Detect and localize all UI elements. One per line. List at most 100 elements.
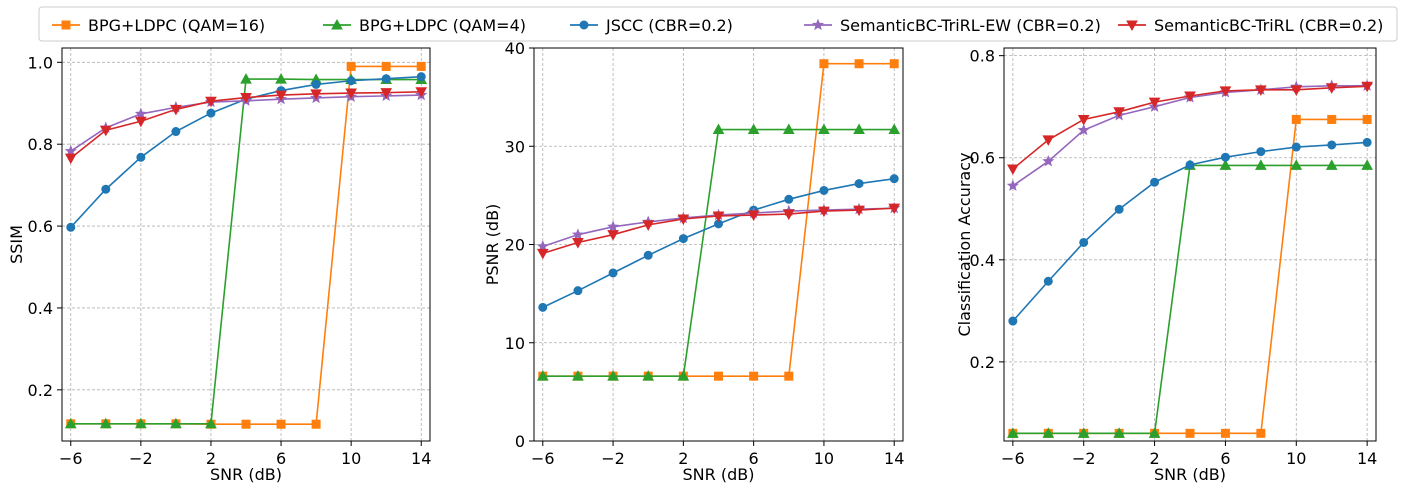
data-point [747, 210, 760, 222]
accuracy-grid [1004, 48, 1376, 441]
legend-entry-bpg-ldpc-qam-4: BPG+LDPC (QAM=4) [323, 16, 526, 35]
accuracy-x-axis-label: SNR (dB) [1154, 465, 1226, 484]
data-point [416, 72, 426, 82]
data-point [1220, 152, 1230, 162]
legend-label: BPG+LDPC (QAM=4) [359, 16, 526, 35]
data-point [310, 89, 322, 100]
data-point [1291, 142, 1301, 152]
data-point [66, 222, 76, 232]
data-point [1255, 159, 1267, 170]
data-point [1290, 85, 1303, 96]
data-point [712, 123, 725, 135]
series-line [542, 177, 895, 309]
data-point [240, 73, 252, 84]
accuracy-y-axis-label: Classification Accuracy [955, 153, 974, 337]
data-point [1114, 204, 1124, 214]
y-tick-label: 40 [505, 39, 525, 58]
legend-marker [331, 18, 343, 30]
x-tick-label: 10 [1286, 449, 1306, 468]
data-point [818, 123, 830, 135]
accuracy-series-jscc-cbr-0-2 [1008, 137, 1372, 326]
ssim-grid [62, 48, 430, 441]
data-point [205, 417, 217, 429]
legend-frame [38, 6, 1398, 42]
data-point [1219, 159, 1232, 170]
ssim-series-bpg-ldpc-qam-16 [66, 61, 426, 429]
data-point [818, 206, 830, 218]
x-tick-label: −6 [531, 449, 555, 468]
data-point [1361, 159, 1373, 170]
accuracy-axes-frame [1003, 47, 1377, 442]
data-point [853, 205, 865, 217]
data-point [819, 185, 829, 195]
x-tick-label: 2 [678, 449, 688, 468]
data-point [1219, 86, 1232, 97]
data-point [311, 419, 321, 429]
data-point [1327, 140, 1337, 150]
data-point [1255, 85, 1267, 96]
data-point [99, 125, 112, 137]
data-point [311, 79, 321, 89]
psnr-series-jscc-cbr-0-2 [538, 174, 899, 312]
data-point [1077, 114, 1090, 126]
x-tick-label: −2 [1072, 449, 1096, 468]
data-point [536, 248, 549, 260]
series-line [70, 78, 422, 425]
legend: BPG+LDPC (QAM=16) BPG+LDPC (QAM=4) JSCC (C… [38, 6, 1398, 42]
data-point [64, 144, 77, 157]
data-point [714, 371, 723, 381]
y-tick-label: 0.8 [28, 135, 53, 154]
psnr-series-semanticbc-trirl-cbr-0-2 [536, 203, 901, 260]
data-point [135, 417, 147, 429]
y-tick-label: 0.8 [970, 47, 995, 66]
data-point [677, 370, 690, 381]
x-tick-label: 2 [206, 449, 216, 468]
data-point [1150, 177, 1160, 187]
data-point [536, 240, 549, 252]
data-point [1007, 427, 1019, 438]
legend-label: SemanticBC-TriRL-EW (CBR=0.2) [840, 16, 1101, 35]
data-point [1256, 428, 1266, 438]
data-point [889, 174, 899, 184]
data-point [415, 87, 428, 98]
y-tick-label: 20 [505, 236, 525, 255]
y-tick-label: 0.6 [28, 217, 53, 236]
data-point [64, 417, 77, 429]
x-tick-label: 14 [1357, 449, 1377, 468]
data-point [572, 238, 584, 249]
accuracy-panel: −6 −2 2 6 10 14 0.2 0.4 0.6 0.8 SNR (dB) Classifica… [955, 47, 1377, 484]
data-point [1008, 316, 1018, 326]
data-point [1361, 81, 1373, 93]
legend-marker [579, 20, 589, 30]
data-point [538, 302, 548, 312]
legend-label: SemanticBC-TriRL (CBR=0.2) [1154, 16, 1383, 35]
x-tick-label: 6 [749, 449, 759, 468]
x-tick-label: 6 [276, 449, 286, 468]
data-point [1042, 154, 1055, 167]
data-point [819, 59, 829, 69]
data-point [380, 88, 393, 99]
data-point [677, 214, 690, 225]
data-point [782, 123, 795, 135]
series-line [1012, 164, 1368, 435]
x-tick-label: 6 [1220, 449, 1230, 468]
data-point [607, 230, 619, 241]
data-point [1006, 179, 1019, 191]
data-point [1043, 276, 1053, 286]
data-point [572, 370, 584, 381]
x-tick-label: −2 [129, 449, 153, 468]
data-point [346, 61, 356, 71]
data-point [1362, 114, 1372, 124]
data-point [1362, 137, 1372, 147]
data-point [678, 234, 688, 244]
data-point [1325, 159, 1338, 170]
data-point [170, 417, 182, 429]
data-point [134, 107, 147, 120]
data-point [536, 370, 549, 381]
data-point [747, 123, 760, 135]
legend-entry-jscc-cbr-0-2: JSCC (CBR=0.2) [570, 16, 733, 35]
data-point [888, 123, 901, 135]
x-tick-label: 10 [341, 449, 361, 468]
data-point [607, 220, 620, 232]
y-tick-label: 10 [505, 334, 525, 353]
